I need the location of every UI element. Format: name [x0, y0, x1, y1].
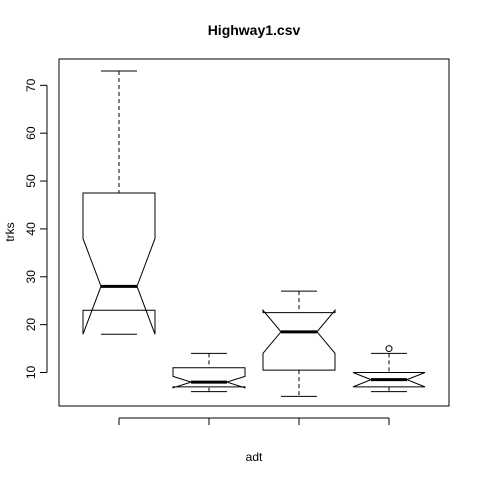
y-tick-label: 70 [24, 78, 38, 92]
box-3 [262, 308, 336, 371]
y-axis-label: trks [3, 222, 17, 241]
plot-area: 10 20 30 40 50 60 70 [24, 70, 426, 425]
y-tick-label: 10 [24, 366, 38, 380]
chart-title: Highway1.csv [208, 22, 301, 38]
x-axis-label: adt [246, 450, 263, 464]
outlier-point [385, 345, 393, 353]
y-tick-label: 50 [24, 174, 38, 188]
box-1 [82, 192, 156, 335]
y-tick-label: 20 [24, 318, 38, 332]
y-tick-label: 40 [24, 222, 38, 236]
box-2 [172, 367, 246, 389]
plot-frame [58, 58, 450, 407]
y-tick-label: 60 [24, 126, 38, 140]
y-tick-label: 30 [24, 270, 38, 284]
